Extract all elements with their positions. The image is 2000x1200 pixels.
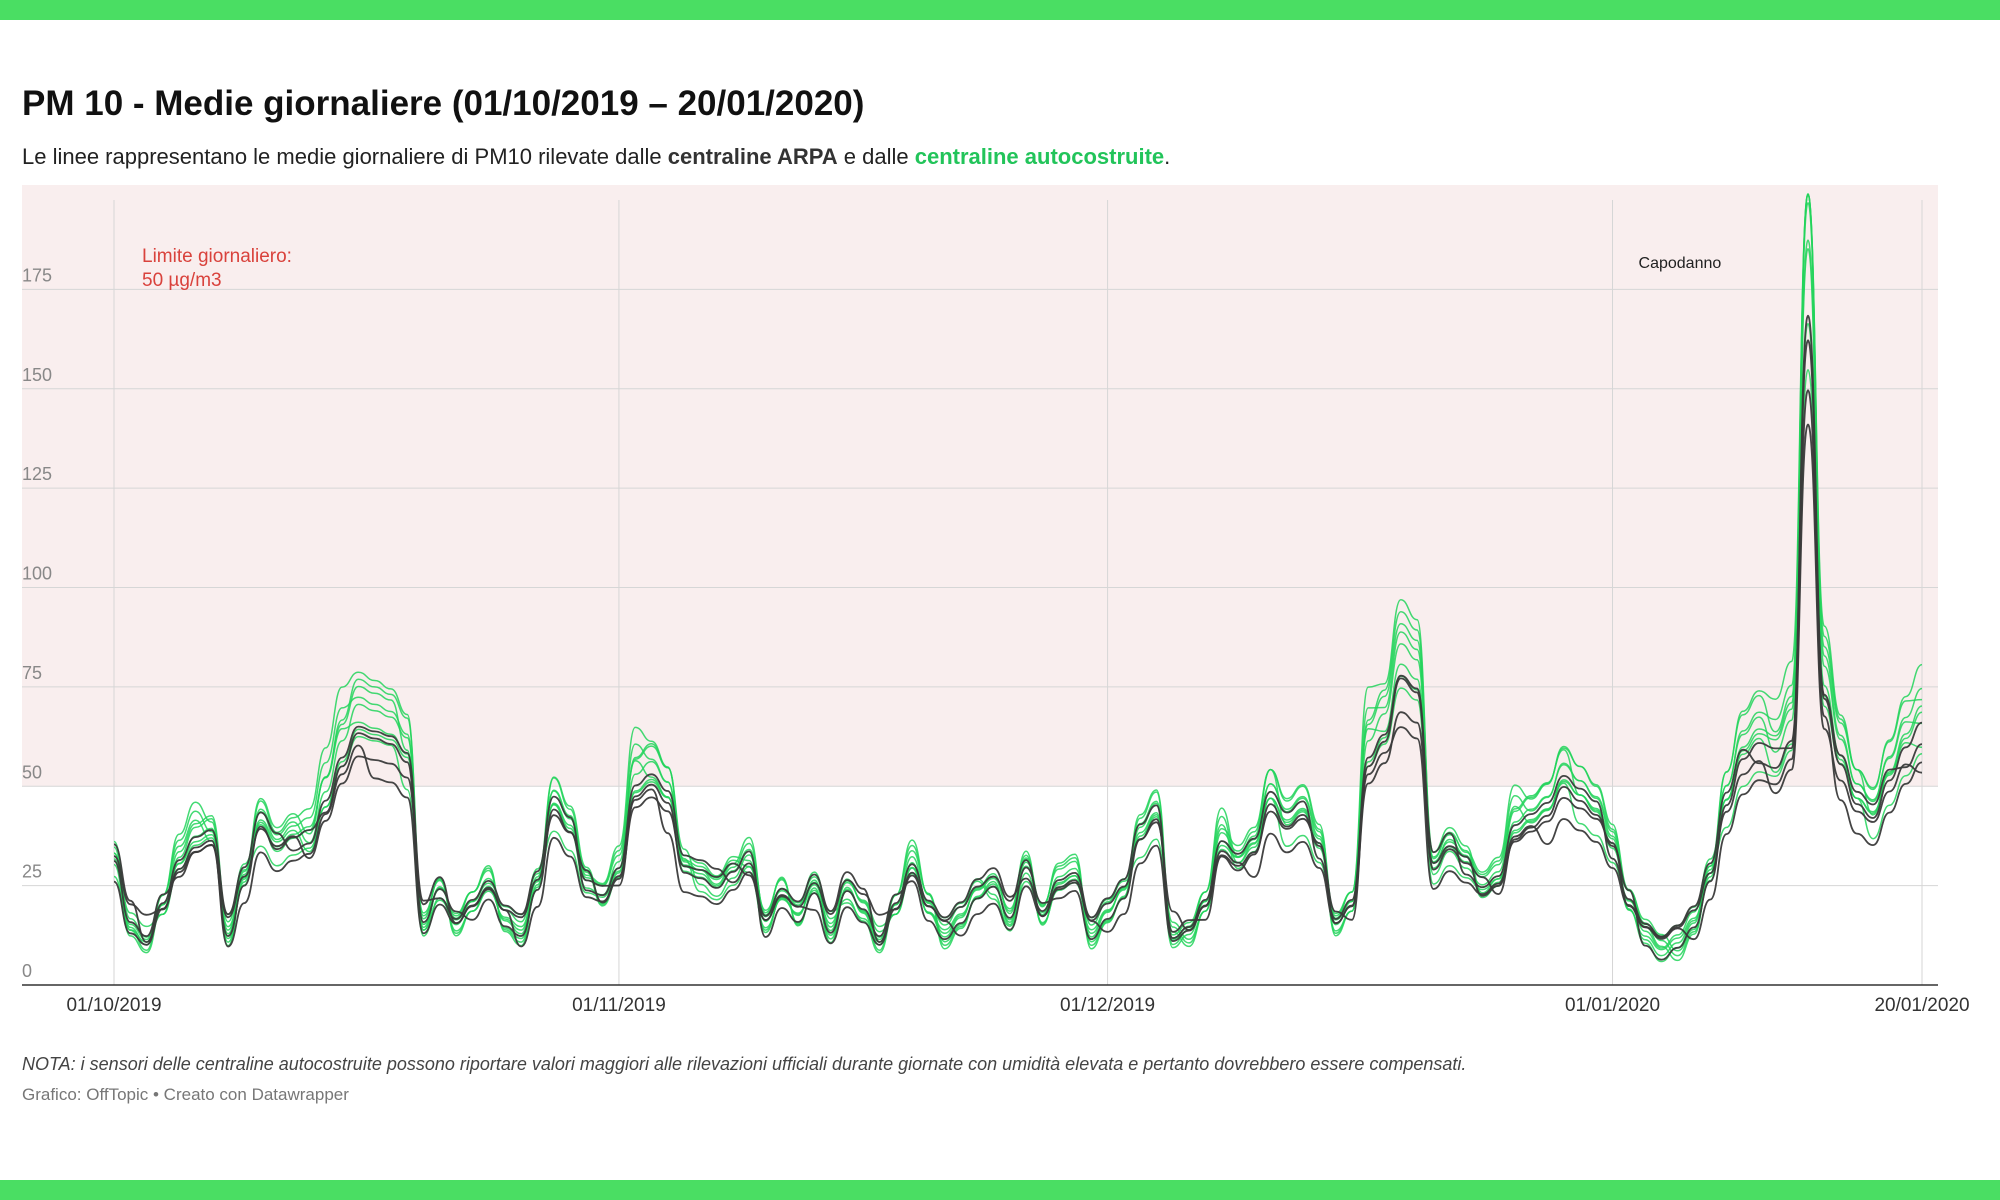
top-accent-bar (0, 0, 2000, 20)
footnote: NOTA: i sensori delle centraline autocos… (22, 1054, 1467, 1074)
subtitle-prefix: Le linee rappresentano le medie giornali… (22, 144, 668, 169)
x-tick-3: 01/01/2020 (1565, 995, 1660, 1016)
x-tick-4: 20/01/2020 (1874, 995, 1969, 1016)
chart-title: PM 10 - Medie giornaliere (01/10/2019 – … (22, 84, 865, 123)
x-axis: 01/10/2019 01/11/2019 01/12/2019 01/01/2020… (66, 995, 1969, 1016)
bottom-accent-bar (0, 1180, 2000, 1200)
arpa-series-group (113, 314, 1923, 961)
series-line-autocostruita-6 (162, 239, 1923, 957)
series-line-arpa-3 (113, 314, 1923, 961)
limit-label-line2: 50 µg/m3 (142, 270, 222, 291)
y-tick-25: 25 (22, 862, 42, 882)
y-tick-100: 100 (22, 564, 52, 584)
x-tick-2: 01/12/2019 (1060, 995, 1155, 1016)
y-tick-125: 125 (22, 464, 52, 484)
y-tick-75: 75 (22, 663, 42, 683)
pm10-line-chart: 0 25 50 75 100 125 150 175 01/10/2019 01/11/2019… (22, 185, 1970, 1016)
x-tick-0: 01/10/2019 (66, 995, 161, 1016)
y-axis: 0 25 50 75 100 125 150 175 (22, 265, 52, 981)
limit-label-line1: Limite giornaliero: (142, 246, 292, 267)
x-tick-1: 01/11/2019 (572, 995, 666, 1016)
y-tick-150: 150 (22, 365, 52, 385)
y-tick-175: 175 (22, 265, 52, 285)
y-tick-50: 50 (22, 762, 42, 782)
series-line-arpa-4 (113, 423, 1923, 939)
subtitle-arpa: centraline ARPA (667, 144, 838, 169)
chart-subtitle: Le linee rappresentano le medie giornali… (22, 144, 1170, 170)
credit-line: Grafico: OffTopic • Creato con Datawrapp… (22, 1085, 349, 1104)
subtitle-middle: e dalle (837, 144, 915, 169)
annotation-capodanno: Capodanno (1639, 255, 1722, 272)
y-tick-0: 0 (22, 961, 32, 981)
limit-band (22, 185, 1938, 787)
subtitle-suffix: . (1164, 144, 1171, 169)
subtitle-diy: centraline autocostruite (914, 144, 1165, 169)
